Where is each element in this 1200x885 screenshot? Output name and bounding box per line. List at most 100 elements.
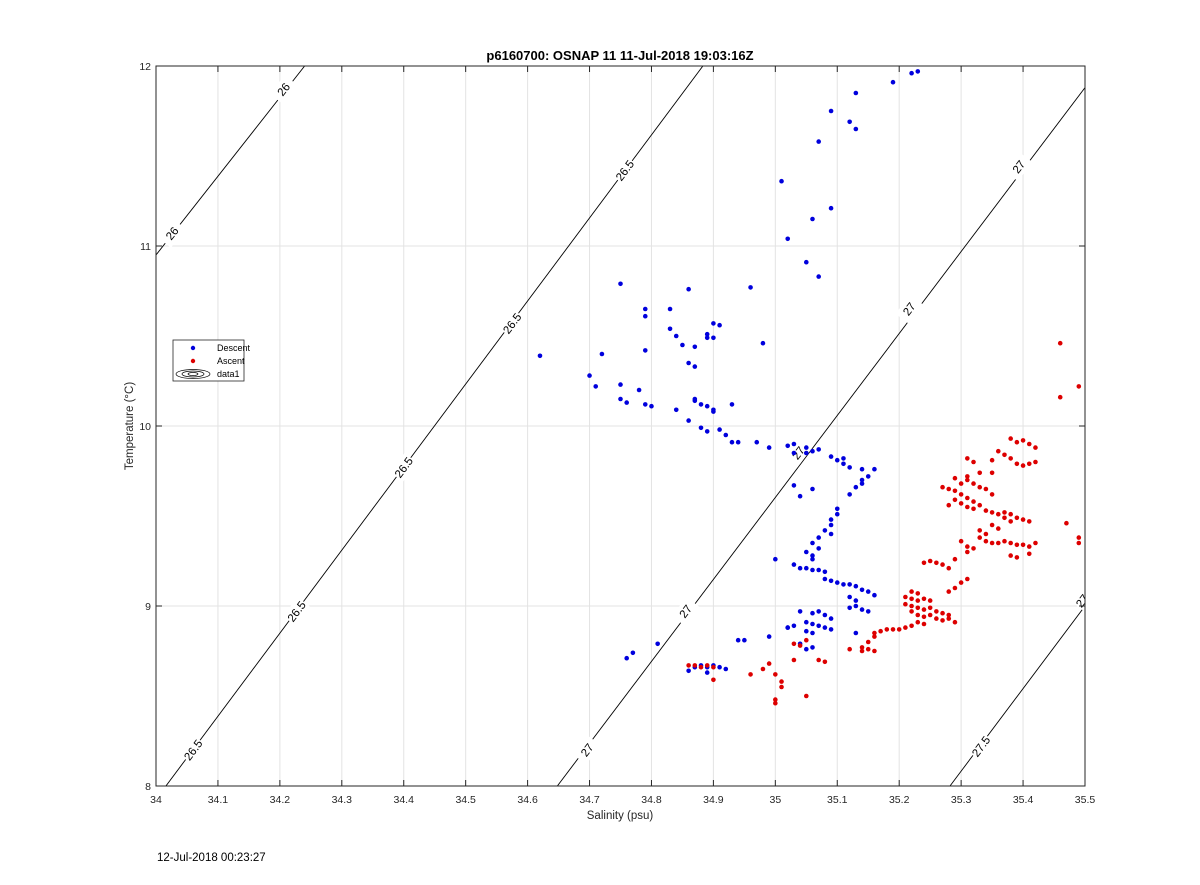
ascent-point	[1014, 542, 1020, 548]
descent-point	[735, 439, 741, 445]
ascent-point	[1002, 515, 1007, 521]
ascent-point	[971, 546, 976, 551]
ascent-point	[965, 456, 970, 461]
descent-point	[655, 641, 660, 647]
ascent-point	[952, 585, 958, 591]
ascent-point	[1057, 394, 1063, 400]
ascent-point	[921, 560, 927, 566]
descent-point	[804, 646, 809, 652]
descent-point	[735, 637, 741, 643]
ascent-point	[921, 621, 927, 627]
ascent-point	[773, 700, 778, 706]
descent-point	[872, 592, 877, 598]
descent-point	[816, 447, 821, 452]
descent-point	[704, 670, 710, 675]
ascent-point	[921, 607, 927, 612]
ascent-point	[1057, 340, 1063, 346]
descent-point	[704, 429, 710, 434]
descent-point	[834, 506, 840, 512]
descent-point	[834, 457, 840, 463]
ascent-point	[946, 616, 952, 621]
descent-point	[791, 562, 797, 567]
grid-lines	[155, 65, 1086, 787]
descent-point	[704, 331, 710, 337]
descent-point	[766, 445, 772, 450]
descent-point	[810, 216, 815, 222]
descent-point	[816, 139, 821, 144]
ascent-point	[989, 470, 995, 476]
ascent-point	[1020, 463, 1026, 468]
ascent-point	[1026, 519, 1032, 524]
descent-point	[816, 535, 821, 540]
ascent-point	[965, 549, 970, 555]
ascent-point	[940, 484, 945, 490]
ascent-point	[977, 535, 983, 540]
ascent-point	[909, 589, 914, 594]
ascent-point	[995, 540, 1001, 546]
descent-point	[909, 70, 914, 76]
descent-point	[841, 582, 846, 587]
descent-point	[810, 556, 815, 562]
descent-point	[587, 373, 592, 378]
descent-point	[797, 609, 803, 614]
descent-point	[810, 610, 815, 616]
descent-point	[828, 205, 834, 211]
y-tick-label: 8	[145, 781, 151, 793]
descent-point	[853, 126, 859, 132]
ascent-point	[946, 502, 952, 508]
ascent-point	[927, 558, 933, 564]
descent-point	[537, 353, 543, 359]
ascent-point	[983, 538, 989, 544]
descent-point	[711, 407, 716, 413]
ascent-point	[804, 637, 809, 643]
ascent-point	[977, 470, 983, 476]
contour-label-background	[611, 155, 639, 185]
descent-point	[822, 625, 828, 630]
ascent-point	[921, 614, 927, 620]
ascent-point	[1020, 517, 1026, 522]
descent-point	[865, 589, 871, 594]
descent-point	[599, 351, 605, 357]
descent-point	[841, 461, 846, 467]
x-tick-label: 34.4	[394, 794, 415, 806]
contour-label-background	[1005, 152, 1033, 182]
descent-point	[785, 236, 791, 242]
descent-point	[828, 108, 834, 114]
descent-point	[618, 281, 623, 287]
descent-point	[853, 484, 859, 490]
descent-point	[642, 348, 648, 353]
descent-point	[642, 402, 648, 407]
descent-point	[853, 598, 859, 603]
descent-point	[686, 286, 691, 292]
descent-point	[717, 664, 722, 670]
contour-label-background	[1071, 582, 1085, 612]
ascent-point	[952, 556, 958, 562]
contour-label-background	[390, 452, 418, 482]
ascent-point	[958, 580, 964, 585]
ascent-point	[686, 663, 691, 668]
contour-label-background	[895, 294, 923, 324]
descent-point	[785, 625, 791, 630]
x-tick-label: 35.5	[1075, 794, 1096, 806]
ascent-point	[822, 659, 828, 665]
descent-point	[791, 450, 797, 456]
ascent-point	[909, 623, 914, 629]
ascent-point	[1014, 439, 1020, 445]
ascent-point	[958, 501, 964, 506]
legend[interactable]: Descent Ascent data1	[172, 339, 251, 382]
contour-label-background	[671, 597, 700, 626]
descent-point	[804, 565, 809, 571]
descent-point	[865, 474, 871, 479]
ascent-point	[965, 576, 970, 582]
descent-point	[667, 326, 673, 332]
ascent-point	[1020, 438, 1026, 443]
descent-point	[822, 528, 828, 533]
ascent-point	[748, 672, 753, 677]
ascent-point	[977, 502, 983, 508]
descent-point	[890, 79, 896, 85]
ascent-point	[1064, 520, 1069, 526]
ascent-point	[977, 484, 983, 490]
contour-label-background	[498, 308, 526, 338]
descent-point	[760, 340, 766, 346]
ascent-point	[1002, 538, 1007, 544]
